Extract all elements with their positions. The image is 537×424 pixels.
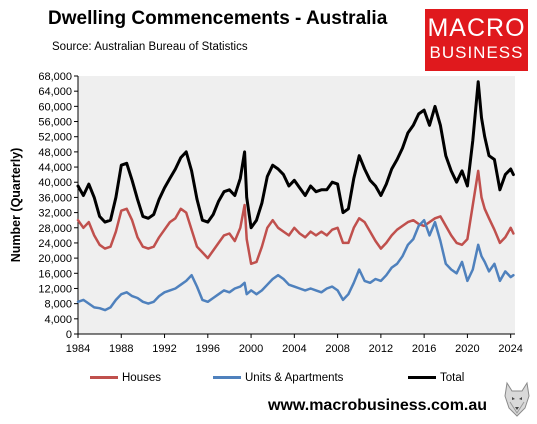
x-tick-label: 2012 — [369, 343, 393, 355]
y-tick-label: 0 — [66, 329, 72, 341]
x-tick-label: 1984 — [66, 343, 90, 355]
page-title: Dwelling Commencements - Australia — [48, 8, 388, 29]
wolf-logo-icon — [504, 381, 530, 417]
y-tick-label: 8,000 — [44, 299, 72, 311]
legend-label-houses: Houses — [122, 372, 161, 384]
source-note: Source: Australian Bureau of Statistics — [52, 41, 248, 53]
y-tick-label: 32,000 — [38, 208, 72, 220]
x-tick-label: 1996 — [196, 343, 220, 355]
legend-item-units: Units & Apartments — [213, 372, 343, 384]
x-tick-label: 2016 — [412, 343, 436, 355]
y-tick-label: 24,000 — [38, 238, 72, 250]
y-tick-label: 16,000 — [38, 268, 72, 280]
y-tick-label: 48,000 — [38, 147, 72, 159]
series-line-total — [76, 80, 515, 230]
legend-item-total: Total — [408, 372, 464, 384]
x-tick-label: 2000 — [239, 343, 263, 355]
y-tick-label: 60,000 — [38, 101, 72, 113]
plot-area — [78, 76, 515, 334]
legend-swatch-total — [408, 376, 436, 380]
y-tick-label: 40,000 — [38, 177, 72, 189]
legend-swatch-houses — [90, 376, 118, 380]
x-tick-label: 2024 — [498, 343, 522, 355]
y-tick-label: 36,000 — [38, 192, 72, 204]
x-tick-label: 1988 — [109, 343, 133, 355]
website-url: www.macrobusiness.com.au — [268, 397, 488, 414]
x-tick-label: 2008 — [325, 343, 349, 355]
logo-line-macro: MACRO — [427, 14, 526, 42]
series-line-houses — [76, 169, 515, 266]
x-tick-label: 2020 — [455, 343, 479, 355]
y-tick-label: 52,000 — [38, 132, 72, 144]
series-line-units-apartments — [76, 218, 515, 312]
y-tick-label: 20,000 — [38, 253, 72, 265]
logo-line-business: BUSINESS — [429, 43, 524, 62]
macrobusiness-logo: MACRO BUSINESS — [425, 9, 528, 71]
y-axis-title: Number (Quarterly) — [9, 148, 23, 263]
legend-label-units: Units & Apartments — [245, 372, 344, 384]
y-tick-label: 28,000 — [38, 223, 72, 235]
x-tick-label: 1992 — [152, 343, 176, 355]
y-tick-label: 68,000 — [38, 71, 72, 83]
y-tick-label: 44,000 — [38, 162, 72, 174]
dwelling-commencements-chart: 0 4,000 8,000 12,000 16,000 20,000 24,000 28,00… — [9, 71, 523, 355]
y-tick-label: 4,000 — [44, 314, 72, 326]
legend-swatch-units — [213, 376, 241, 380]
legend-item-houses: Houses — [90, 372, 161, 384]
y-tick-label: 12,000 — [38, 283, 72, 295]
y-tick-label: 56,000 — [38, 117, 72, 129]
legend-label-total: Total — [440, 372, 465, 384]
x-tick-label: 2004 — [282, 343, 306, 355]
y-tick-label: 64,000 — [38, 86, 72, 98]
